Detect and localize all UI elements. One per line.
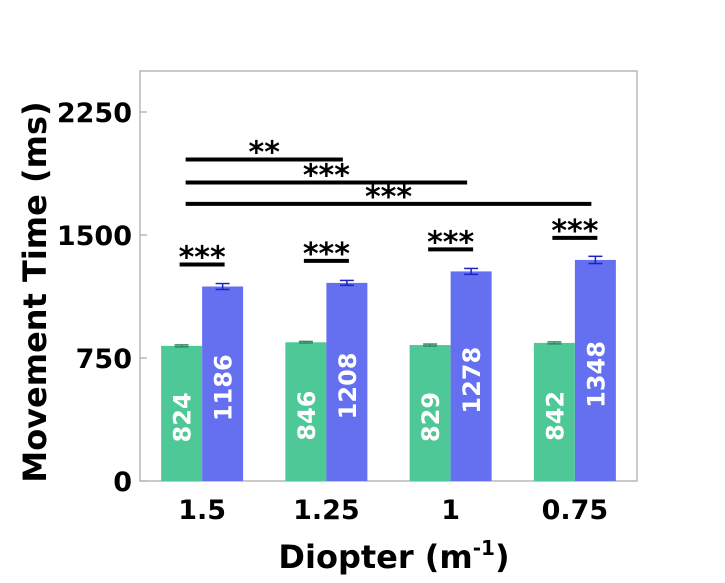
bar <box>409 345 451 481</box>
bar-value-label: 842 <box>541 391 569 441</box>
bar <box>285 342 327 481</box>
significance-label: *** <box>303 159 350 194</box>
y-axis: 0 750 1500 2250 <box>57 98 147 498</box>
bar <box>202 286 244 481</box>
significance-label: *** <box>303 237 350 272</box>
bar <box>574 259 616 481</box>
plot-border <box>139 70 638 482</box>
y-axis-title: Movement Time (ms) <box>16 101 54 482</box>
x-axis: 1.5 1.25 1 0.75 <box>178 495 608 526</box>
significance-markers: *** *** *** *********** <box>179 136 599 276</box>
x-tick-label: 1.25 <box>293 495 360 526</box>
x-tick-label: 0.75 <box>542 495 609 526</box>
y-tick-label: 750 <box>76 344 132 375</box>
bar-value-label: 1348 <box>582 341 610 408</box>
significance-label: *** <box>179 240 226 275</box>
bar-value-label: 1208 <box>334 353 362 420</box>
y-tick-label: 1500 <box>57 221 132 252</box>
bars <box>161 259 616 481</box>
bar <box>161 345 203 481</box>
bar <box>450 271 492 481</box>
y-tick-label: 2250 <box>57 98 132 129</box>
significance-label: *** <box>365 180 412 215</box>
bar-value-label: 1278 <box>458 347 486 414</box>
error-bars <box>174 255 603 348</box>
bar-value-label: 1186 <box>210 354 238 421</box>
y-tick-label: 0 <box>113 467 132 498</box>
bar <box>533 342 575 481</box>
significance-label: ** <box>249 136 281 171</box>
x-axis-title: Diopter (m-1) <box>278 536 509 576</box>
x-tick-label: 1 <box>441 495 460 526</box>
significance-label: *** <box>551 214 598 249</box>
bar-value-label: 846 <box>293 391 321 441</box>
bar-value-label: 824 <box>169 392 197 442</box>
significance-label: *** <box>427 225 474 260</box>
x-tick-label: 1.5 <box>178 495 226 526</box>
bar-value-labels: 824 1186 846 1208 829 1278 842 1348 <box>169 341 611 442</box>
plot-frame <box>139 70 638 482</box>
bar <box>326 282 368 481</box>
bar-value-label: 829 <box>417 392 445 442</box>
